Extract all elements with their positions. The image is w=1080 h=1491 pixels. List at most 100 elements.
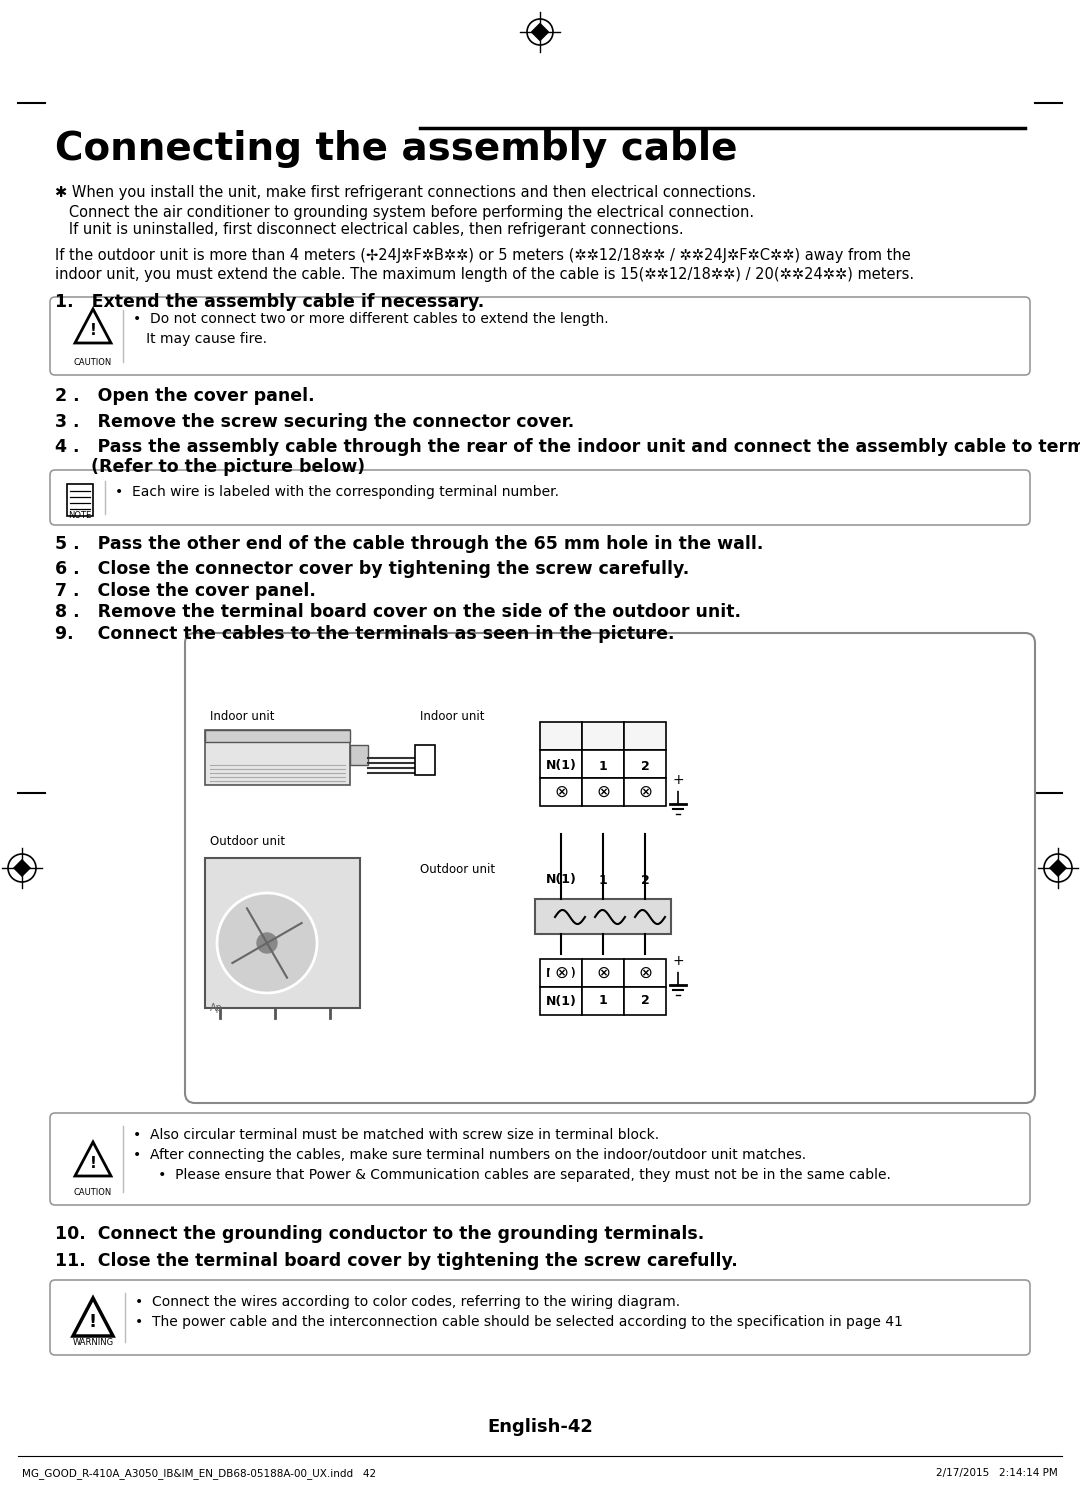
Text: ✱ When you install the unit, make first refrigerant connections and then electri: ✱ When you install the unit, make first … [55, 185, 756, 200]
Bar [624, 959, 666, 987]
Text: Indoor unit: Indoor unit [420, 710, 485, 723]
Text: 2: 2 [640, 874, 649, 887]
Text: Indoor unit: Indoor unit [210, 710, 274, 723]
Text: •  Each wire is labeled with the corresponding terminal number.: • Each wire is labeled with the correspo… [114, 485, 559, 499]
Polygon shape [13, 859, 31, 877]
Bar [624, 778, 666, 807]
Text: 5 .   Pass the other end of the cable through the 65 mm hole in the wall.: 5 . Pass the other end of the cable thro… [55, 535, 764, 553]
Polygon shape [75, 1142, 111, 1176]
Text: If the outdoor unit is more than 4 meters (✢24J✲F✲B✲✲) or 5 meters (✲✲12/18✲✲ / : If the outdoor unit is more than 4 meter… [55, 248, 910, 262]
Text: 6 .   Close the connector cover by tightening the screw carefully.: 6 . Close the connector cover by tighten… [55, 561, 689, 579]
Text: 2 .   Open the cover panel.: 2 . Open the cover panel. [55, 388, 314, 406]
Text: 1: 1 [598, 759, 607, 772]
Text: 9.    Connect the cables to the terminals as seen in the picture.: 9. Connect the cables to the terminals a… [55, 625, 675, 643]
Bar [540, 722, 582, 750]
Bar [540, 959, 582, 987]
Bar [350, 746, 368, 765]
Circle shape [592, 962, 615, 984]
Text: 1: 1 [598, 994, 607, 1008]
Bar [540, 750, 582, 778]
Text: 7 .   Close the cover panel.: 7 . Close the cover panel. [55, 581, 315, 599]
Polygon shape [1049, 859, 1067, 877]
Text: Connecting the assembly cable: Connecting the assembly cable [55, 130, 738, 168]
Text: •  Please ensure that Power & Communication cables are separated, they must not : • Please ensure that Power & Communicati… [145, 1167, 891, 1182]
Text: 2/17/2015   2:14:14 PM: 2/17/2015 2:14:14 PM [936, 1469, 1058, 1478]
Text: ⊗: ⊗ [596, 783, 610, 801]
Bar [582, 722, 624, 750]
Text: CAUTION: CAUTION [73, 1188, 112, 1197]
FancyBboxPatch shape [50, 1112, 1030, 1205]
Bar [624, 987, 666, 1015]
Polygon shape [75, 309, 111, 343]
Circle shape [669, 951, 688, 971]
Circle shape [550, 962, 572, 984]
Text: 2: 2 [640, 759, 649, 772]
Bar [582, 778, 624, 807]
Bar [540, 778, 582, 807]
Text: 2: 2 [640, 966, 649, 980]
Text: !: ! [89, 1314, 97, 1331]
Bar [624, 722, 666, 750]
Text: ⊗: ⊗ [638, 965, 652, 983]
FancyBboxPatch shape [185, 634, 1035, 1103]
Text: 1: 1 [598, 966, 607, 980]
Circle shape [550, 781, 572, 804]
Text: •  After connecting the cables, make sure terminal numbers on the indoor/outdoor: • After connecting the cables, make sure… [133, 1148, 806, 1161]
Text: English-42: English-42 [487, 1418, 593, 1436]
Text: If unit is uninstalled, first disconnect electrical cables, then refrigerant con: If unit is uninstalled, first disconnect… [55, 222, 684, 237]
Text: Outdoor unit: Outdoor unit [420, 863, 495, 877]
Circle shape [634, 962, 656, 984]
Text: 1: 1 [598, 874, 607, 887]
Bar [205, 731, 350, 784]
Text: ⊗: ⊗ [554, 783, 568, 801]
Text: •  Connect the wires according to color codes, referring to the wiring diagram.: • Connect the wires according to color c… [135, 1296, 680, 1309]
Text: Outdoor unit: Outdoor unit [210, 835, 285, 848]
Bar [67, 485, 93, 516]
Bar [205, 857, 360, 1008]
FancyBboxPatch shape [50, 1279, 1030, 1355]
Polygon shape [531, 24, 549, 40]
Bar [582, 959, 624, 987]
Circle shape [669, 769, 688, 790]
Text: (Refer to the picture below): (Refer to the picture below) [55, 458, 365, 476]
Text: +: + [672, 772, 684, 787]
Text: •  The power cable and the interconnection cable should be selected according to: • The power cable and the interconnectio… [135, 1315, 903, 1328]
Text: CAUTION: CAUTION [73, 358, 112, 367]
Text: 2: 2 [640, 994, 649, 1008]
Text: N(1): N(1) [545, 874, 577, 887]
Circle shape [634, 781, 656, 804]
Text: 3 .   Remove the screw securing the connector cover.: 3 . Remove the screw securing the connec… [55, 413, 575, 431]
Text: 1.   Extend the assembly cable if necessary.: 1. Extend the assembly cable if necessar… [55, 294, 484, 312]
Text: ⊗: ⊗ [596, 965, 610, 983]
Bar [624, 750, 666, 778]
Text: ⊗: ⊗ [638, 783, 652, 801]
Text: !: ! [90, 324, 96, 338]
Bar [540, 987, 582, 1015]
Bar [415, 746, 435, 775]
Bar [582, 987, 624, 1015]
Polygon shape [73, 1299, 113, 1336]
Text: •  Do not connect two or more different cables to extend the length.: • Do not connect two or more different c… [133, 312, 609, 327]
Text: ⊗: ⊗ [554, 965, 568, 983]
Text: 8 .   Remove the terminal board cover on the side of the outdoor unit.: 8 . Remove the terminal board cover on t… [55, 602, 741, 620]
Text: !: ! [90, 1156, 96, 1170]
Text: N(1): N(1) [545, 966, 577, 980]
Text: N(1): N(1) [545, 994, 577, 1008]
Bar [205, 731, 350, 743]
Text: Ap: Ap [210, 1003, 222, 1012]
Bar [535, 899, 671, 933]
Text: 11.  Close the terminal board cover by tightening the screw carefully.: 11. Close the terminal board cover by ti… [55, 1252, 738, 1270]
Text: 10.  Connect the grounding conductor to the grounding terminals.: 10. Connect the grounding conductor to t… [55, 1226, 704, 1243]
Circle shape [592, 781, 615, 804]
Text: indoor unit, you must extend the cable. The maximum length of the cable is 15(✲✲: indoor unit, you must extend the cable. … [55, 267, 914, 282]
FancyBboxPatch shape [50, 297, 1030, 376]
Bar [582, 750, 624, 778]
Circle shape [217, 893, 318, 993]
Text: +: + [672, 954, 684, 968]
Text: WARNING: WARNING [72, 1337, 113, 1346]
Text: •  Also circular terminal must be matched with screw size in terminal block.: • Also circular terminal must be matched… [133, 1129, 659, 1142]
Circle shape [257, 933, 276, 953]
Text: NOTE: NOTE [68, 511, 92, 520]
Text: MG_GOOD_R-410A_A3050_IB&IM_EN_DB68-05188A-00_UX.indd   42: MG_GOOD_R-410A_A3050_IB&IM_EN_DB68-05188… [22, 1469, 376, 1479]
Text: Connect the air conditioner to grounding system before performing the electrical: Connect the air conditioner to grounding… [55, 204, 754, 221]
